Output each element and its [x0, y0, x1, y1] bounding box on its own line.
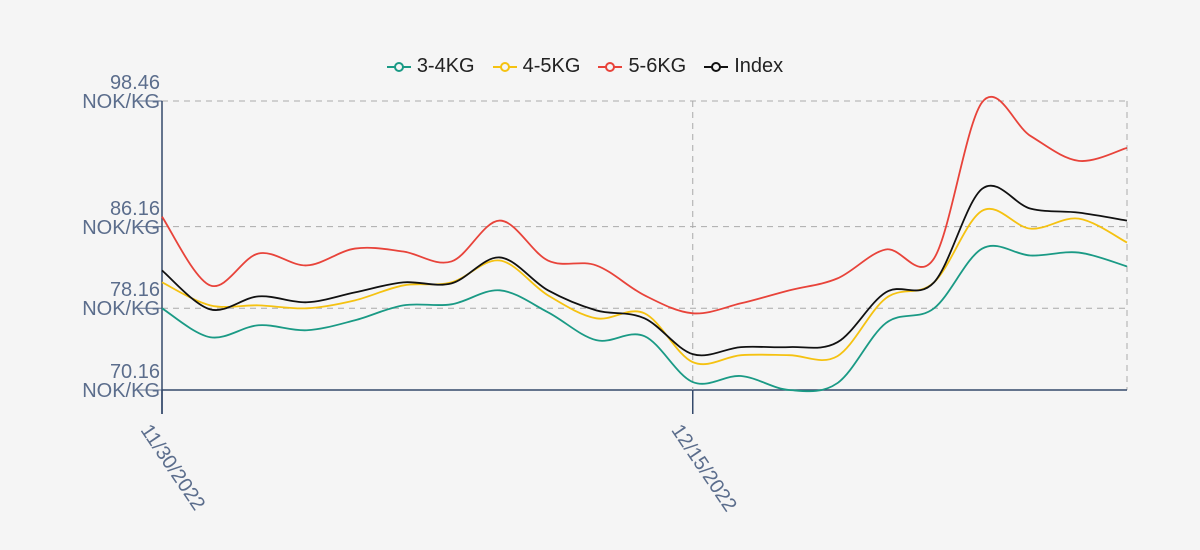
series-line	[161, 207, 1128, 366]
series-line	[161, 184, 1128, 357]
legend-marker	[492, 61, 517, 72]
legend-marker	[386, 61, 411, 72]
y-tick-label: 78.16 NOK/KG	[82, 279, 160, 321]
legend-label: 3-4KG	[416, 55, 475, 77]
legend-marker	[598, 61, 623, 72]
legend-dot	[605, 61, 616, 72]
series-line	[161, 244, 1128, 393]
legend-item[interactable]: 3-4KG	[386, 55, 475, 78]
x-tick-label: 12/15/2022	[667, 420, 741, 515]
series-line	[161, 95, 1128, 315]
legend: 3-4KG 4-5KG 5-6KG Index	[0, 55, 1170, 78]
legend-dot	[711, 61, 722, 72]
y-tick-label: 98.46 NOK/KG	[82, 72, 160, 113]
legend-item[interactable]: 5-6KG	[598, 55, 686, 78]
legend-label: Index	[734, 55, 784, 77]
y-tick-label: 86.16 NOK/KG	[82, 197, 160, 239]
legend-marker	[704, 61, 729, 72]
legend-item[interactable]: 4-5KG	[492, 55, 581, 78]
legend-label: 5-6KG	[628, 55, 687, 77]
x-tick-label: 11/30/2022	[136, 420, 209, 514]
legend-item[interactable]: Index	[704, 55, 783, 78]
legend-label: 4-5KG	[522, 55, 581, 77]
legend-dot	[499, 61, 510, 72]
legend-dot	[393, 61, 404, 72]
y-tick-label: 70.16 NOK/KG	[82, 361, 160, 402]
